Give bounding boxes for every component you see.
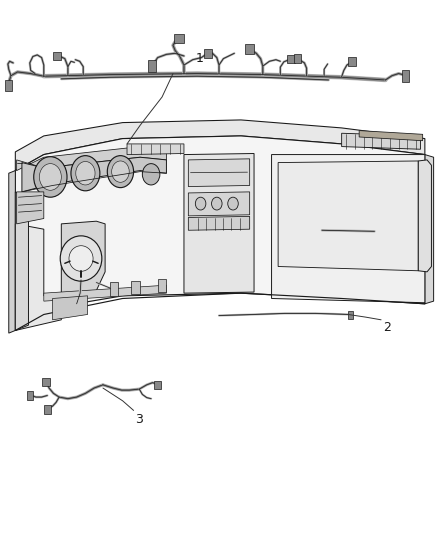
Circle shape (142, 164, 160, 185)
Polygon shape (61, 221, 105, 293)
FancyBboxPatch shape (348, 57, 356, 66)
Polygon shape (188, 192, 250, 216)
Polygon shape (272, 155, 425, 303)
FancyBboxPatch shape (287, 54, 295, 62)
Polygon shape (127, 144, 184, 155)
Ellipse shape (60, 236, 102, 281)
Text: 3: 3 (135, 413, 143, 426)
FancyBboxPatch shape (348, 311, 353, 319)
FancyBboxPatch shape (245, 44, 254, 54)
Polygon shape (188, 159, 250, 187)
Polygon shape (17, 192, 44, 224)
Circle shape (228, 197, 238, 210)
Polygon shape (131, 281, 140, 294)
Circle shape (195, 197, 206, 210)
Polygon shape (17, 147, 166, 171)
FancyBboxPatch shape (42, 377, 50, 386)
Polygon shape (158, 279, 166, 292)
FancyBboxPatch shape (294, 54, 301, 63)
Polygon shape (342, 133, 420, 149)
Polygon shape (22, 157, 166, 192)
Polygon shape (15, 224, 61, 330)
Polygon shape (184, 154, 254, 293)
Polygon shape (110, 282, 118, 296)
Circle shape (71, 156, 100, 191)
Circle shape (112, 161, 129, 182)
Circle shape (76, 161, 95, 185)
Circle shape (212, 197, 222, 210)
FancyBboxPatch shape (53, 52, 61, 60)
Polygon shape (359, 131, 423, 141)
FancyBboxPatch shape (5, 80, 12, 91)
Polygon shape (44, 285, 166, 301)
Text: 1: 1 (195, 52, 203, 65)
FancyBboxPatch shape (154, 381, 161, 389)
Circle shape (107, 156, 134, 188)
Polygon shape (15, 192, 28, 330)
Polygon shape (278, 161, 418, 271)
FancyBboxPatch shape (27, 391, 33, 400)
Polygon shape (15, 120, 425, 171)
Circle shape (39, 164, 61, 190)
FancyBboxPatch shape (148, 60, 156, 72)
Polygon shape (425, 155, 434, 304)
Circle shape (34, 157, 67, 197)
Text: 2: 2 (383, 321, 391, 334)
Polygon shape (188, 216, 250, 230)
FancyBboxPatch shape (174, 34, 184, 43)
Polygon shape (9, 171, 15, 333)
FancyBboxPatch shape (44, 405, 51, 414)
Polygon shape (15, 136, 425, 330)
FancyBboxPatch shape (204, 49, 212, 58)
Polygon shape (53, 296, 88, 320)
Ellipse shape (69, 246, 93, 271)
Polygon shape (418, 160, 431, 272)
FancyBboxPatch shape (402, 70, 409, 82)
